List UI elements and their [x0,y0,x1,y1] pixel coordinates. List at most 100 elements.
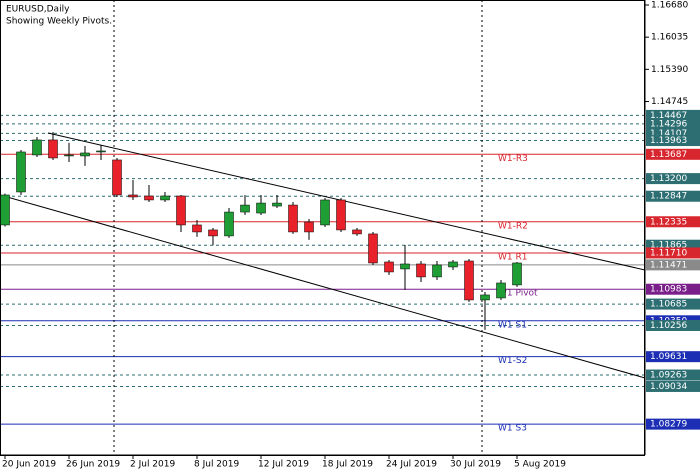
level-label: 1.14107 [646,127,700,139]
level-value: 1.11865 [650,241,687,251]
level-value: 1.11710 [650,248,687,258]
x-tick-label: 30 Jul 2019 [450,460,501,470]
level-box [646,298,700,310]
candle-body [16,151,26,193]
level-label: 1.10256 [646,319,700,331]
candle-body [416,263,426,278]
level-box [646,418,700,430]
candle-body [496,282,506,299]
level-label: 1.09263 [646,369,700,381]
level-box [646,247,700,259]
level-box [646,118,700,130]
candle-body [224,211,234,237]
pivot-name: W1-R2 [498,221,528,231]
level-label: 1.11865 [646,239,700,251]
candle-body [336,199,346,231]
level-value: 1.13963 [650,136,687,146]
chart-title: EURUSD,Daily [6,5,70,15]
x-tick-label: 20 Jun 2019 [2,460,56,470]
chart-subtitle: Showing Weekly Pivots. [6,17,112,27]
level-box [646,109,700,121]
pivot-name: W1 Pivot [498,289,538,299]
level-box [646,148,700,160]
level-label: 1.08279 [646,418,700,430]
candle-body [128,194,138,198]
level-box [646,239,700,251]
candle-body [320,199,330,226]
level-value: 1.13200 [650,174,687,184]
level-value: 1.14107 [650,129,687,139]
candle-body [160,195,170,201]
level-value: 1.14296 [650,119,687,129]
candle-body [288,204,298,233]
trend-line [0,194,646,379]
candle-body [80,152,90,157]
y-tick-label: 1.15390 [651,65,688,75]
level-value: 1.10983 [650,285,687,295]
candle-body [384,261,394,273]
candle-body [352,229,362,235]
candle-body [448,261,458,268]
pivot-name: W1 S1 [498,320,527,330]
plot-area [0,114,645,425]
candle-body [512,262,522,286]
level-value: 1.09631 [650,352,687,362]
level-box [646,351,700,363]
candle-body [464,260,474,301]
level-value: 1.10685 [650,300,687,310]
pivot-name: W1-S2 [498,356,527,366]
level-label: 1.09631 [646,351,700,363]
level-value: 1.13687 [650,150,687,160]
level-box [646,283,700,295]
candle-body [432,264,442,278]
level-label: 1.11710 [646,247,700,259]
candle-body [0,194,10,226]
candle-body [64,154,74,157]
trend-line [47,132,646,271]
level-label: 1.11471 [646,259,700,271]
level-value: 1.08279 [650,420,687,430]
candle-body [304,221,314,233]
x-tick-label: 12 Jul 2019 [258,460,309,470]
candle-body [176,195,186,226]
candle-body [240,204,250,213]
level-label: 1.12335 [646,216,700,228]
level-label: 1.12847 [646,190,700,202]
level-value: 1.09034 [650,382,687,392]
x-tick-label: 24 Jul 2019 [386,460,437,470]
level-label: 1.10685 [646,298,700,310]
candle-body [144,195,154,201]
level-value: 1.09263 [650,371,687,381]
level-value: 1.11471 [650,260,687,270]
level-label: 1.13200 [646,173,700,185]
level-box [646,216,700,228]
level-box [646,190,700,202]
candle-body [112,159,122,196]
level-box [646,127,700,139]
level-box [646,369,700,381]
pivot-name: W1 R1 [498,252,527,262]
level-box [646,135,700,147]
level-label: 1.14467 [646,109,700,121]
y-tick-label: 1.16035 [651,33,688,43]
level-label: 1.09034 [646,380,700,392]
x-tick-label: 26 Jun 2019 [66,460,120,470]
level-label: 1.13687 [646,148,700,160]
level-value: 1.12847 [650,192,687,202]
x-tick-label: 5 Aug 2019 [514,460,566,470]
pivot-name: W1 S3 [498,424,527,434]
candle-body [368,233,378,264]
level-value: 1.10256 [650,321,687,331]
level-box [646,259,700,271]
candle-body [480,294,490,301]
candle-body [400,263,410,270]
pivot-name: W1-R3 [498,154,528,164]
level-label: 1.13963 [646,135,700,147]
level-value: 1.14467 [650,111,687,121]
candle-body [256,202,266,214]
candle-body [208,229,218,237]
candle-body [192,224,202,233]
x-tick-label: 2 Jul 2019 [130,460,175,470]
